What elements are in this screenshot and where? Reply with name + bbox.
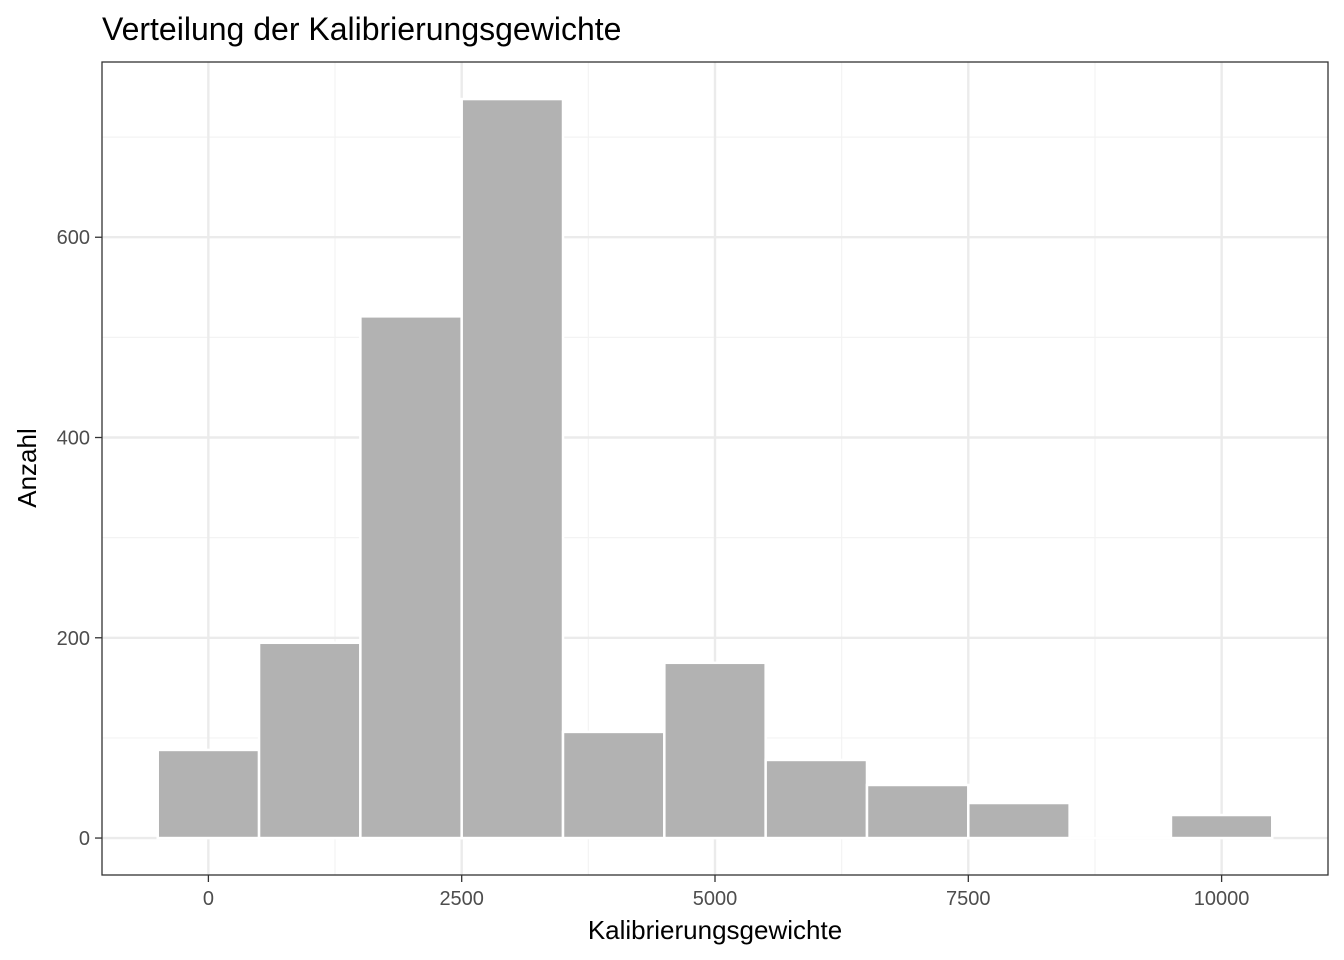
x-tick-label: 2500: [439, 888, 484, 910]
histogram-bar: [561, 730, 666, 840]
histogram-bar: [967, 801, 1071, 840]
histogram-bar: [764, 758, 869, 840]
x-axis-title: Kalibrierungsgewichte: [588, 915, 842, 945]
x-axis: 0 2500 5000 7500 10000: [203, 875, 1250, 910]
histogram-bar: [663, 661, 767, 840]
histogram-bar: [460, 97, 565, 840]
histogram-bar: [1169, 813, 1274, 840]
histogram-bars: [156, 97, 1274, 840]
y-tick-label: 0: [79, 828, 90, 850]
y-axis-title: Anzahl: [12, 428, 42, 508]
y-axis: 0 200 400 600: [57, 227, 102, 850]
histogram-bar: [359, 315, 463, 840]
x-tick-label: 5000: [693, 888, 738, 910]
y-tick-label: 600: [57, 227, 90, 249]
plot-panel: [101, 61, 1329, 876]
x-tick-label: 0: [203, 888, 214, 910]
histogram-bar: [156, 748, 261, 840]
x-tick-label: 10000: [1194, 888, 1250, 910]
y-tick-label: 400: [57, 428, 90, 450]
histogram-bar: [865, 783, 970, 840]
histogram-bar: [257, 641, 362, 840]
y-tick-label: 200: [57, 628, 90, 650]
x-tick-label: 7500: [946, 888, 991, 910]
chart-title: Verteilung der Kalibrierungsgewichte: [102, 11, 621, 47]
